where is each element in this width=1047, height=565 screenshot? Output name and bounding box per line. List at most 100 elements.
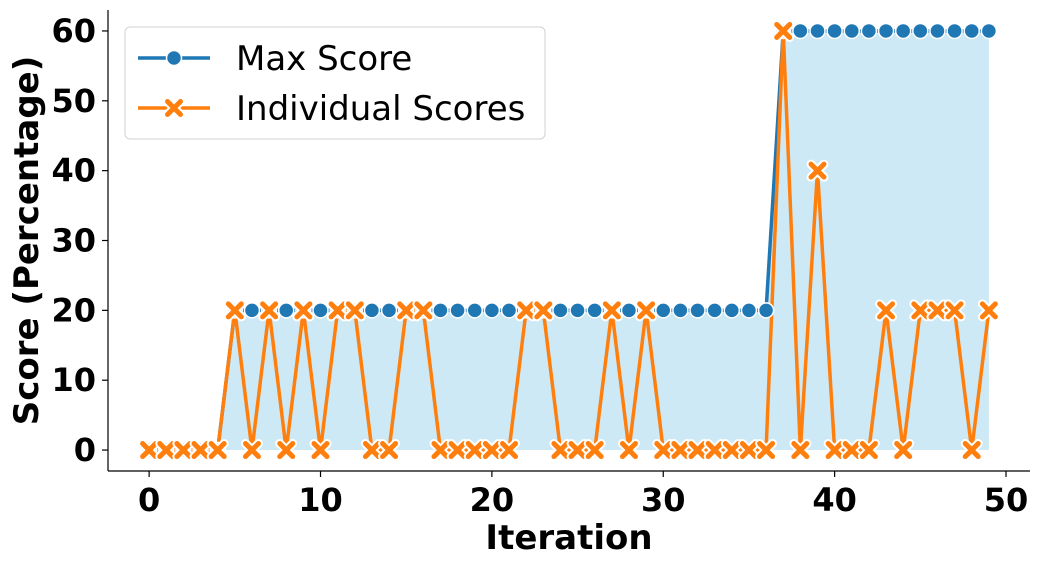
individual-score-point — [446, 439, 469, 462]
individual-score-point — [926, 299, 949, 322]
individual-score-point — [343, 299, 366, 322]
x-ticks: 0 10 20 30 40 50 — [138, 471, 1028, 519]
y-axis-label: Score (Percentage) — [7, 56, 47, 426]
legend: Max Score Individual Scores — [124, 26, 546, 140]
legend-box — [124, 26, 546, 140]
max-score-point — [860, 22, 878, 40]
x-tick-label: 0 — [138, 481, 160, 519]
max-score-point — [740, 302, 758, 319]
max-score-point — [483, 302, 501, 319]
individual-score-point — [840, 439, 863, 462]
max-score-point — [552, 302, 569, 319]
legend-label: Individual Scores — [236, 89, 525, 129]
individual-score-point — [823, 439, 846, 462]
max-score-point — [792, 22, 809, 40]
individual-score-point — [189, 439, 212, 462]
individual-score-point — [857, 439, 880, 462]
y-tick-label: 10 — [51, 361, 96, 399]
individual-score-point — [172, 439, 195, 462]
individual-score-point — [789, 439, 812, 462]
y-tick-label: 0 — [74, 431, 96, 469]
individual-score-point — [737, 439, 760, 462]
max-score-point — [586, 302, 603, 319]
y-ticks: 0 10 20 30 40 50 60 — [51, 12, 108, 469]
y-tick-label: 50 — [51, 82, 96, 120]
max-score-point — [826, 22, 843, 40]
max-score-point — [843, 22, 861, 40]
y-tick-label: 20 — [51, 291, 96, 329]
individual-score-point — [515, 299, 538, 322]
individual-score-point — [549, 439, 572, 462]
max-score-point — [689, 302, 706, 319]
max-score-point — [363, 302, 381, 319]
max-score-point — [672, 302, 689, 319]
max-score-point — [432, 302, 449, 319]
individual-score-point — [875, 299, 898, 322]
individual-score-point — [138, 439, 161, 462]
individual-score-point — [806, 159, 829, 182]
individual-score-point — [977, 299, 1000, 322]
individual-score-point — [480, 439, 503, 462]
max-score-point — [929, 22, 946, 40]
individual-score-point — [686, 439, 709, 462]
y-tick-label: 30 — [51, 222, 96, 260]
x-tick-label: 30 — [641, 481, 686, 519]
individual-score-point — [498, 439, 521, 462]
individual-score-point — [429, 439, 452, 462]
individual-score-point — [206, 439, 229, 462]
x-tick-label: 10 — [298, 481, 343, 519]
max-score-point — [894, 22, 912, 40]
max-score-point — [706, 302, 723, 319]
max-score-point — [466, 302, 483, 319]
x-axis-label: Iteration — [485, 518, 652, 558]
individual-score-point — [532, 299, 555, 322]
individual-score-point — [240, 439, 263, 462]
y-tick-label: 40 — [51, 152, 96, 190]
max-score-point — [380, 302, 398, 319]
series-markers — [138, 19, 1000, 462]
x-tick-label: 20 — [470, 481, 515, 519]
individual-score-point — [960, 439, 983, 462]
legend-marker — [163, 97, 185, 119]
max-score-point — [449, 302, 466, 319]
individual-score-point — [652, 439, 675, 462]
individual-score-point — [635, 299, 658, 322]
max-score-point — [980, 22, 998, 40]
individual-score-point — [463, 439, 486, 462]
legend-marker — [165, 49, 183, 67]
legend-label: Max Score — [236, 39, 412, 79]
max-score-point — [312, 302, 329, 319]
max-score-point — [757, 302, 775, 319]
max-score-point — [620, 302, 638, 319]
individual-score-point — [378, 439, 401, 462]
individual-score-point — [566, 439, 589, 462]
max-score-point — [723, 302, 741, 319]
individual-score-point — [155, 439, 178, 462]
max-score-point — [877, 22, 895, 40]
x-tick-label: 40 — [812, 481, 857, 519]
individual-score-point — [669, 439, 692, 462]
individual-score-point — [223, 299, 246, 322]
individual-score-point — [395, 299, 418, 322]
max-score-point — [912, 22, 929, 40]
max-score-point — [655, 302, 672, 319]
individual-score-point — [720, 439, 743, 462]
max-score-point — [569, 302, 586, 319]
max-score-point — [809, 22, 826, 40]
individual-score-point — [360, 439, 383, 462]
individual-score-point — [309, 439, 332, 462]
max-score-point — [946, 22, 963, 40]
max-score-point — [963, 22, 980, 40]
individual-score-point — [617, 439, 640, 462]
individual-score-point — [772, 19, 795, 42]
individual-score-point — [258, 299, 281, 322]
individual-score-point — [583, 439, 606, 462]
individual-score-point — [600, 299, 623, 322]
y-tick-label: 60 — [51, 12, 96, 50]
individual-score-point — [326, 299, 349, 322]
individual-score-point — [755, 439, 778, 462]
max-score-point — [500, 302, 518, 319]
individual-score-point — [275, 439, 298, 462]
max-score-point — [243, 302, 261, 319]
